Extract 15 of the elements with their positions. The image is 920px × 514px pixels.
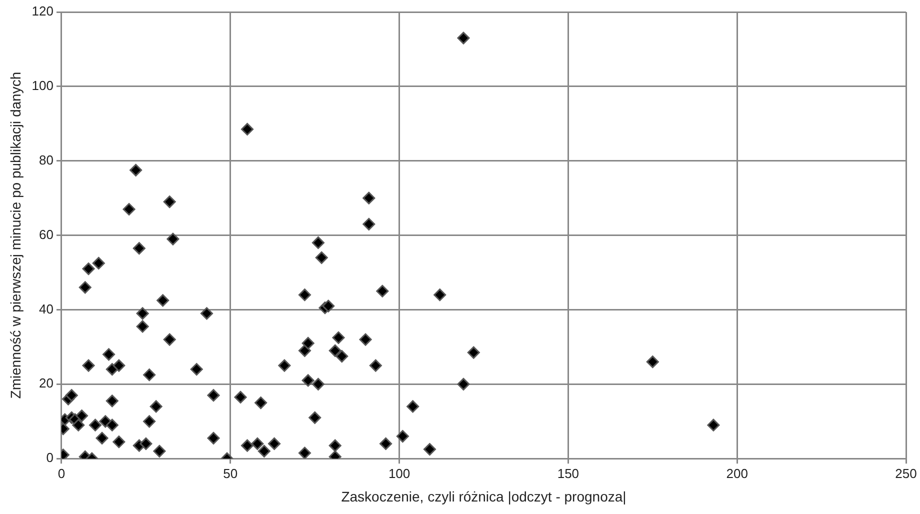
y-tick-label: 80 — [39, 152, 54, 168]
y-tick-label: 120 — [32, 4, 54, 19]
x-tick-label: 150 — [557, 466, 580, 481]
y-tick-label: 40 — [39, 301, 54, 316]
y-tick-label: 100 — [32, 78, 54, 94]
y-tick-label: 20 — [39, 376, 54, 391]
y-tick-label: 60 — [39, 226, 54, 242]
x-tick-label: 100 — [388, 466, 410, 481]
x-tick-label: 250 — [895, 466, 917, 481]
y-tick-label: 0 — [46, 450, 54, 466]
x-tick-label: 50 — [223, 466, 238, 481]
y-axis-title: Zmienność w pierwszej minucie po publikacji danych — [7, 72, 24, 399]
x-axis-title: Zaskoczenie, czyli różnica |odczyt - prognoza| — [341, 488, 626, 504]
x-tick-label: 200 — [726, 466, 748, 481]
x-tick-label: 0 — [58, 466, 66, 481]
